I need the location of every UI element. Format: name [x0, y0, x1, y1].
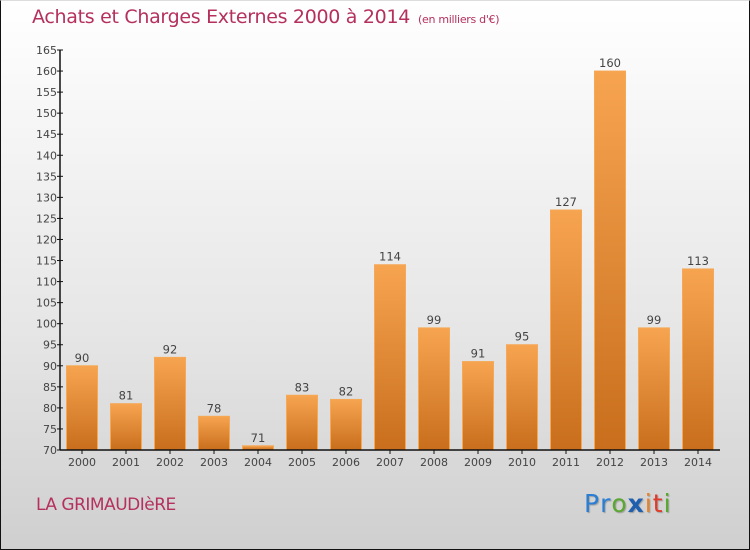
y-tick-label-160: 160 — [36, 65, 57, 78]
bar-2006 — [330, 398, 362, 451]
logo-letter: r — [600, 489, 612, 518]
x-tick-label-2006: 2006 — [332, 456, 360, 469]
bar-2007 — [374, 264, 406, 451]
x-tick-label-2001: 2001 — [112, 456, 140, 469]
chart-title: Achats et Charges Externes 2000 à 2014 (e… — [32, 6, 500, 28]
y-tick-label-145: 145 — [36, 128, 57, 141]
value-label-2006: 82 — [339, 384, 354, 398]
bar-2010 — [506, 344, 538, 451]
logo-letter: i — [663, 489, 672, 518]
bar-2014 — [682, 268, 714, 451]
logo-letter: x — [627, 489, 645, 518]
y-tick-label-130: 130 — [36, 191, 57, 204]
bar-2002 — [154, 356, 186, 451]
x-axis: 2000 2001 2002 2003 2004 2005 2006 2007 2008 2009… — [60, 449, 720, 469]
y-tick-label-155: 155 — [36, 86, 57, 99]
chart-title-unit: (en milliers d'€) — [418, 13, 500, 26]
value-label-2002: 92 — [163, 342, 178, 356]
x-tick-label-2012: 2012 — [596, 456, 624, 469]
x-tick-label-2007: 2007 — [376, 456, 404, 469]
bar-2000 — [66, 365, 98, 451]
x-tick-label-2010: 2010 — [508, 456, 536, 469]
bar-2005 — [286, 394, 318, 451]
x-tick-label-2013: 2013 — [640, 456, 668, 469]
value-label-2011: 127 — [555, 195, 577, 209]
value-label-2003: 78 — [207, 401, 222, 415]
x-tick-label-2005: 2005 — [288, 456, 316, 469]
bar-2012 — [594, 70, 626, 451]
y-tick-label-95: 95 — [43, 339, 57, 352]
chart-title-main: Achats et Charges Externes 2000 à 2014 — [32, 6, 411, 28]
x-tick-label-2008: 2008 — [420, 456, 448, 469]
y-tick-label-140: 140 — [36, 149, 57, 162]
y-tick-label-105: 105 — [36, 297, 57, 310]
value-label-2007: 114 — [379, 250, 401, 264]
y-tick-label-90: 90 — [43, 360, 57, 373]
x-tick-label-2000: 2000 — [68, 456, 96, 469]
value-label-2004: 71 — [251, 431, 266, 445]
y-tick-label-110: 110 — [36, 276, 57, 289]
y-tick-label-75: 75 — [43, 423, 57, 436]
value-label-2013: 99 — [647, 313, 662, 327]
bar-2013 — [638, 327, 670, 451]
bar-2001 — [110, 403, 142, 451]
value-label-2010: 95 — [515, 330, 530, 344]
y-tick-label-100: 100 — [36, 318, 57, 331]
proxiti-logo: Proxiti — [584, 489, 672, 518]
bar-2009 — [462, 361, 494, 451]
bar-2003 — [198, 415, 230, 451]
city-name: LA GRIMAUDIèRE — [36, 495, 176, 515]
y-tick-label-115: 115 — [36, 255, 57, 268]
bar-2008 — [418, 327, 450, 451]
x-tick-label-2014: 2014 — [684, 456, 712, 469]
value-label-2009: 91 — [471, 347, 486, 361]
y-tick-label-165: 165 — [36, 44, 57, 57]
y-tick-label-70: 70 — [43, 444, 57, 457]
logo-letter: o — [611, 489, 628, 518]
logo-letter: t — [652, 489, 664, 518]
y-tick-label-135: 135 — [36, 170, 57, 183]
x-tick-label-2011: 2011 — [552, 456, 580, 469]
x-tick-label-2002: 2002 — [156, 456, 184, 469]
value-label-2014: 113 — [687, 254, 709, 268]
y-tick-label-125: 125 — [36, 212, 57, 225]
value-label-2001: 81 — [119, 389, 134, 403]
value-label-2012: 160 — [599, 56, 621, 70]
y-tick-label-80: 80 — [43, 402, 57, 415]
bar-2011 — [550, 209, 582, 451]
y-axis: 70 75 80 85 90 95 100 105 110 115 120 125 130 135 140 1… — [36, 44, 63, 457]
x-tick-label-2009: 2009 — [464, 456, 492, 469]
x-tick-label-2004: 2004 — [244, 456, 272, 469]
bars-group: 90 81 92 78 71 83 82 114 99 91 95 127 160 99 113 — [66, 56, 714, 451]
x-tick-label-2003: 2003 — [200, 456, 228, 469]
value-label-2008: 99 — [427, 313, 442, 327]
value-label-2000: 90 — [75, 351, 90, 365]
value-label-2005: 83 — [295, 380, 310, 394]
logo-letter: P — [584, 489, 601, 518]
logo-letter: i — [644, 489, 653, 518]
y-tick-label-120: 120 — [36, 233, 57, 246]
y-tick-label-85: 85 — [43, 381, 57, 394]
y-tick-label-150: 150 — [36, 107, 57, 120]
